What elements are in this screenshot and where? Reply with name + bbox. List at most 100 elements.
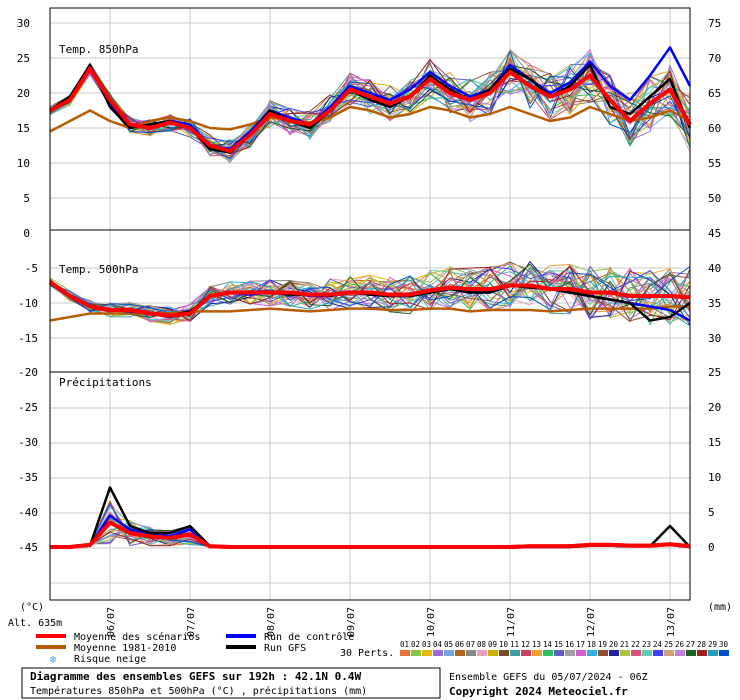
snowflake-icon: ❄ — [50, 653, 57, 666]
pert-legend-swatch — [455, 650, 465, 656]
y-tick-left: -5 — [25, 262, 38, 275]
legend-control-label: Run de contrôle — [264, 631, 354, 643]
pert-legend-swatch — [708, 650, 718, 656]
perturbation-line — [49, 266, 691, 321]
ensemble-run-label: Ensemble GEFS du 05/07/2024 - 06Z — [449, 672, 648, 683]
pert-legend-label: 13 — [532, 640, 541, 649]
pert-legend-label: 07 — [466, 640, 475, 649]
pert-legend-label: 24 — [653, 640, 663, 649]
perturbation-line — [49, 262, 691, 323]
y-tick-left: -30 — [18, 436, 38, 449]
panel-title-t850: Temp. 850hPa — [59, 43, 138, 56]
pert-legend-swatch — [642, 650, 652, 656]
pert-legend-swatch — [587, 650, 597, 656]
footer-title: Diagramme des ensembles GEFS sur 192h : … — [30, 670, 362, 683]
perturbation-legend: 01 02 03 04 05 06 07 08 09 10 11 12 13 14 15 16 17 18 19 20… — [400, 640, 729, 656]
pert-legend-label: 22 — [631, 640, 640, 649]
panel-title-precip: Précipitations — [59, 376, 152, 389]
legend-gfs-label: Run GFS — [264, 643, 306, 654]
pert-legend-swatch — [466, 650, 476, 656]
y-tick-left: -35 — [18, 471, 38, 484]
pert-legend-label: 01 — [400, 640, 409, 649]
y-tick-left: 5 — [23, 192, 30, 205]
x-tick-label: 08/07 — [266, 607, 277, 637]
pert-legend-label: 18 — [587, 640, 597, 649]
pert-legend-label: 17 — [576, 640, 585, 649]
pert-legend-label: 11 — [510, 640, 519, 649]
legend-clim-label: Moyenne 1981-2010 — [74, 643, 176, 654]
pert-legend-label: 15 — [554, 640, 563, 649]
pert-legend-swatch — [554, 650, 564, 656]
y-tick-left: -10 — [18, 297, 38, 310]
y-tick-right: 65 — [708, 87, 721, 100]
legend-snow-label: Risque neige — [74, 654, 146, 665]
y-tick-right: 60 — [708, 122, 721, 135]
pert-legend-label: 08 — [477, 640, 487, 649]
pert-legend-label: 02 — [411, 640, 420, 649]
pert-legend-label: 23 — [642, 640, 651, 649]
x-tick-label: 09/07 — [346, 607, 357, 637]
x-tick-label: 11/07 — [506, 607, 517, 637]
pert-legend-label: 30 — [719, 640, 729, 649]
series-layer — [48, 46, 692, 549]
pert-legend-label: 10 — [499, 640, 509, 649]
perturbation-line — [49, 64, 691, 148]
y-tick-right: 10 — [708, 471, 721, 484]
y-tick-right: 5 — [708, 506, 715, 519]
y-tick-right: 45 — [708, 227, 721, 240]
perturbation-line — [49, 271, 691, 322]
left-unit-label: (°C) — [20, 602, 44, 613]
pert-legend-swatch — [488, 650, 498, 656]
perturbation-line — [49, 266, 691, 315]
y-tick-right: 20 — [708, 401, 721, 414]
pert-legend-swatch — [675, 650, 685, 656]
y-tick-left: -45 — [18, 541, 38, 554]
x-tick-label: 06/07 — [106, 607, 117, 637]
pert-legend-label: 05 — [444, 640, 453, 649]
y-tick-right: 25 — [708, 366, 721, 379]
y-tick-right: 15 — [708, 436, 721, 449]
pert-legend-swatch — [686, 650, 696, 656]
pert-legend-swatch — [576, 650, 586, 656]
y-tick-left: 25 — [17, 52, 30, 65]
x-tick-label: 13/07 — [666, 607, 677, 637]
legend: Moyenne des scénarios Moyenne 1981-2010 … — [36, 631, 729, 666]
y-tick-right: 55 — [708, 157, 721, 170]
pert-legend-swatch — [510, 650, 520, 656]
copyright-label: Copyright 2024 Meteociel.fr — [449, 685, 628, 698]
perturbation-line — [49, 51, 691, 159]
y-tick-right: 50 — [708, 192, 721, 205]
pert-legend-swatch — [433, 650, 443, 656]
y-tick-left: -40 — [18, 506, 38, 519]
pert-legend-label: 20 — [609, 640, 619, 649]
plot-frame — [49, 7, 691, 601]
mean-line-top — [48, 280, 691, 318]
pert-legend-label: 27 — [686, 640, 695, 649]
pert-legend-label: 06 — [455, 640, 465, 649]
right-unit-label: (mm) — [708, 602, 732, 613]
pert-legend-label: 14 — [543, 640, 553, 649]
pert-legend-label: 29 — [708, 640, 717, 649]
y-tick-right: 75 — [708, 17, 721, 30]
x-tick-label: 12/07 — [586, 607, 597, 637]
pert-legend-swatch — [598, 650, 608, 656]
pert-legend-swatch — [400, 650, 410, 656]
pert-legend-swatch — [532, 650, 542, 656]
pert-legend-swatch — [609, 650, 619, 656]
y-tick-left: 10 — [17, 157, 30, 170]
y-tick-left: -20 — [18, 366, 38, 379]
legend-mean-label: Moyenne des scénarios — [74, 631, 200, 643]
pert-legend-swatch — [719, 650, 729, 656]
mean-line-top — [50, 520, 691, 549]
perturbation-line — [49, 268, 691, 322]
perts-label: 30 Perts. — [340, 648, 394, 659]
pert-legend-swatch — [543, 650, 553, 656]
footer-title-box — [21, 667, 441, 699]
pert-legend-swatch — [422, 650, 432, 656]
y-tick-left: 15 — [17, 122, 30, 135]
y-tick-left: -15 — [18, 332, 38, 345]
climatology-line — [49, 105, 691, 133]
pert-legend-swatch — [477, 650, 487, 656]
panel-title-t500: Temp. 500hPa — [59, 263, 138, 276]
pert-legend-swatch — [411, 650, 421, 656]
